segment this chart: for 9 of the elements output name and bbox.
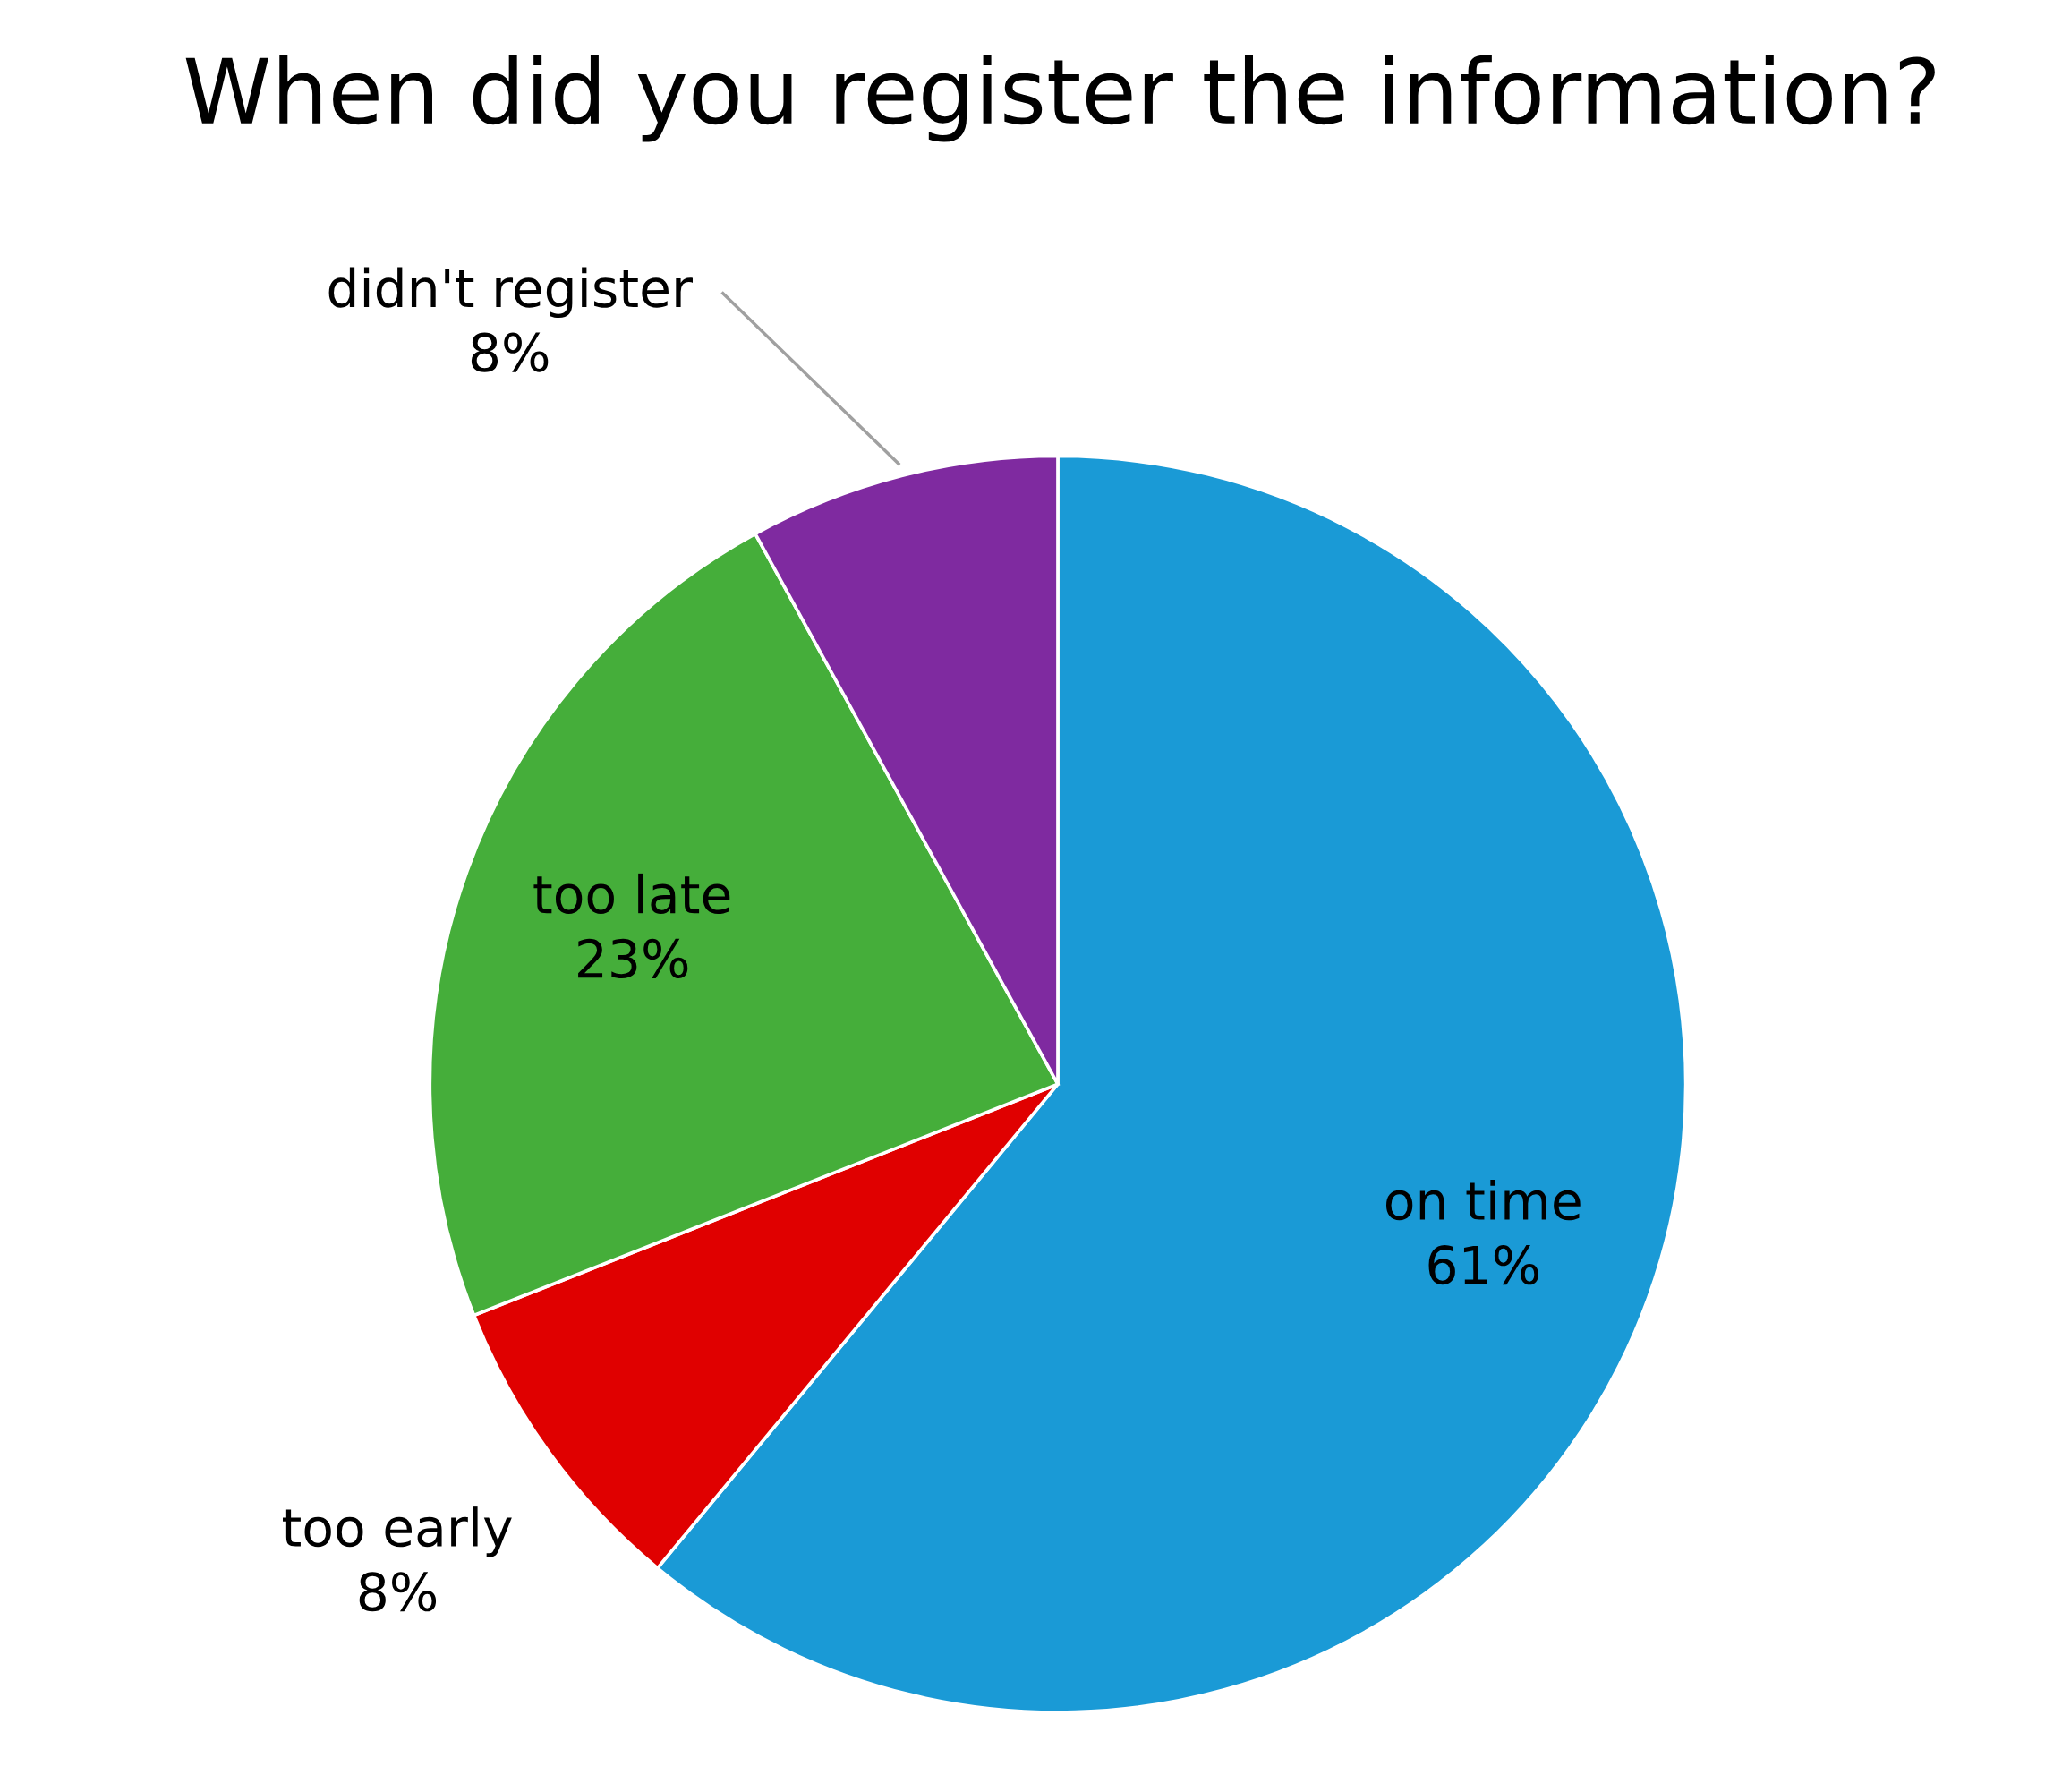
slice-label: didn't register xyxy=(328,267,694,319)
slice-label: too late xyxy=(533,873,730,915)
data-label: 23% xyxy=(578,938,688,978)
slice-label: on time xyxy=(1386,1180,1581,1221)
slice-label: too early xyxy=(283,1506,512,1557)
chart-title: When did you register the information? xyxy=(185,55,1935,142)
data-label: 8% xyxy=(471,332,549,372)
data-label: 8% xyxy=(359,1572,437,1612)
data-label: 61% xyxy=(1428,1245,1538,1285)
